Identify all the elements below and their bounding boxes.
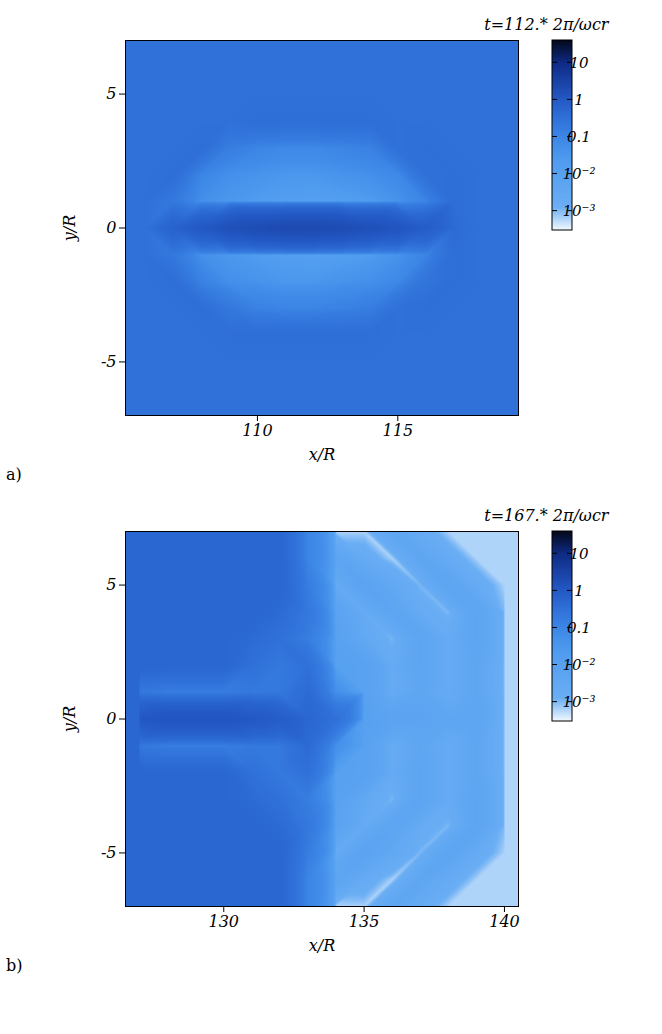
svg-text:x/R: x/R — [309, 445, 335, 464]
svg-text:0.1: 0.1 — [567, 128, 591, 146]
svg-text:0: 0 — [106, 709, 116, 728]
html-text:a): a) — [6, 465, 22, 484]
svg-text:-5: -5 — [101, 843, 117, 862]
svg-text:10: 10 — [569, 54, 589, 72]
svg-text:y/R: y/R — [60, 215, 79, 242]
svg-text:115: 115 — [383, 421, 414, 440]
svg-text:t=167.* 2π/ωcr: t=167.* 2π/ωcr — [484, 506, 610, 525]
svg-text:y/R: y/R — [60, 706, 79, 733]
svg-text:1: 1 — [574, 91, 584, 109]
svg-text:t=112.* 2π/ωcr: t=112.* 2π/ωcr — [484, 15, 610, 34]
svg-text:5: 5 — [106, 575, 116, 594]
svg-text:x/R: x/R — [309, 936, 335, 955]
svg-text:140: 140 — [489, 912, 520, 931]
svg-text:10⁻²: 10⁻² — [562, 656, 595, 674]
svg-text:10⁻²: 10⁻² — [562, 165, 595, 183]
svg-text:10⁻³: 10⁻³ — [562, 202, 595, 220]
svg-text:130: 130 — [208, 912, 239, 931]
svg-text:-5: -5 — [101, 352, 117, 371]
svg-text:5: 5 — [106, 84, 116, 103]
svg-text:0: 0 — [106, 218, 116, 237]
html-text:b): b) — [6, 956, 23, 975]
svg-text:1: 1 — [574, 582, 584, 600]
svg-text:135: 135 — [349, 912, 380, 931]
svg-text:10⁻³: 10⁻³ — [562, 693, 595, 711]
svg-text:0.1: 0.1 — [567, 619, 591, 637]
svg-text:10: 10 — [569, 545, 589, 563]
svg-text:110: 110 — [242, 421, 273, 440]
